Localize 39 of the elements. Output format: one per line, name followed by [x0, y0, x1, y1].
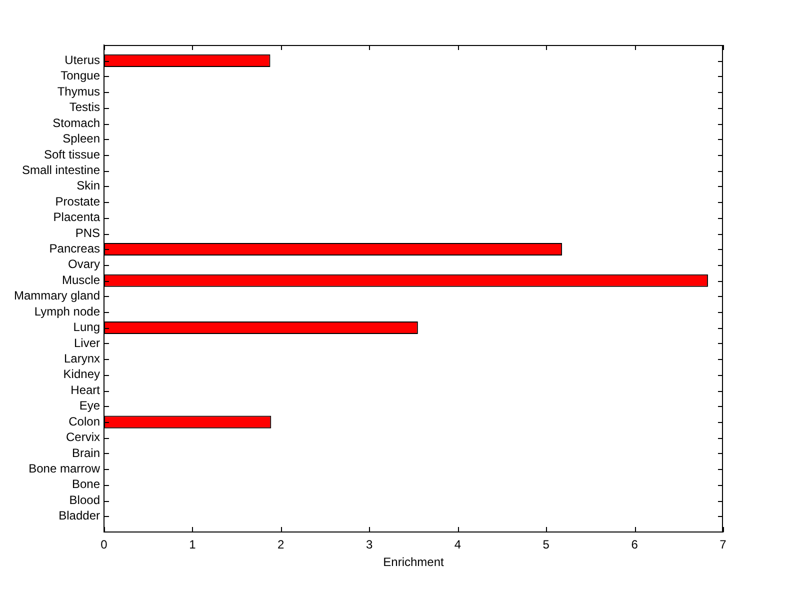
x-tick-label: 4	[454, 538, 462, 552]
y-tick-label: Uterus	[64, 53, 100, 68]
x-tick-label: 6	[631, 538, 638, 552]
y-tick-label: Muscle	[62, 272, 100, 287]
y-tick-label: Soft tissue	[44, 147, 100, 162]
x-axis-title: Enrichment	[383, 555, 445, 570]
y-tick-label: Ovary	[68, 257, 100, 272]
x-tick-label: 2	[278, 538, 285, 552]
y-tick-label: Kidney	[63, 367, 100, 382]
y-tick-label: Colon	[68, 414, 100, 428]
y-tick-label: Placenta	[53, 210, 100, 224]
y-tick-label: Bone	[72, 477, 100, 492]
y-tick-label: Small intestine	[22, 162, 100, 177]
y-tick-label: Bone marrow	[28, 461, 100, 476]
y-tick-label: Bladder	[58, 508, 100, 523]
y-tick-label: Thymus	[57, 84, 100, 98]
y-tick-label: Brain	[72, 446, 100, 460]
y-tick-label: Spleen	[62, 132, 100, 146]
x-tick-label: 0	[100, 538, 108, 552]
y-tick-label: Skin	[76, 178, 100, 193]
y-tick-label: Larynx	[64, 352, 100, 366]
y-tick-label: Blood	[69, 492, 100, 507]
x-tick-label: 3	[366, 538, 373, 552]
y-tick-label: Stomach	[52, 116, 100, 130]
y-tick-label: Mammary gland	[14, 288, 100, 303]
y-tick-label: Tongue	[60, 68, 100, 83]
y-tick-label: Liver	[74, 336, 100, 350]
y-tick-label: Heart	[70, 382, 101, 397]
y-tick-label: PNS	[75, 226, 100, 240]
y-tick-label: Lymph node	[34, 304, 100, 318]
y-tick-label: Eye	[79, 398, 100, 413]
x-tick-label: 7	[720, 538, 727, 552]
y-tick-label: Lung	[73, 320, 100, 334]
y-tick-label: Cervix	[66, 430, 100, 444]
y-tick-label: Testis	[69, 100, 100, 114]
x-tick-label: 1	[189, 538, 196, 552]
y-tick-label: Prostate	[55, 194, 100, 208]
x-tick-label: 5	[542, 538, 550, 552]
y-tick-label: Pancreas	[49, 242, 100, 256]
